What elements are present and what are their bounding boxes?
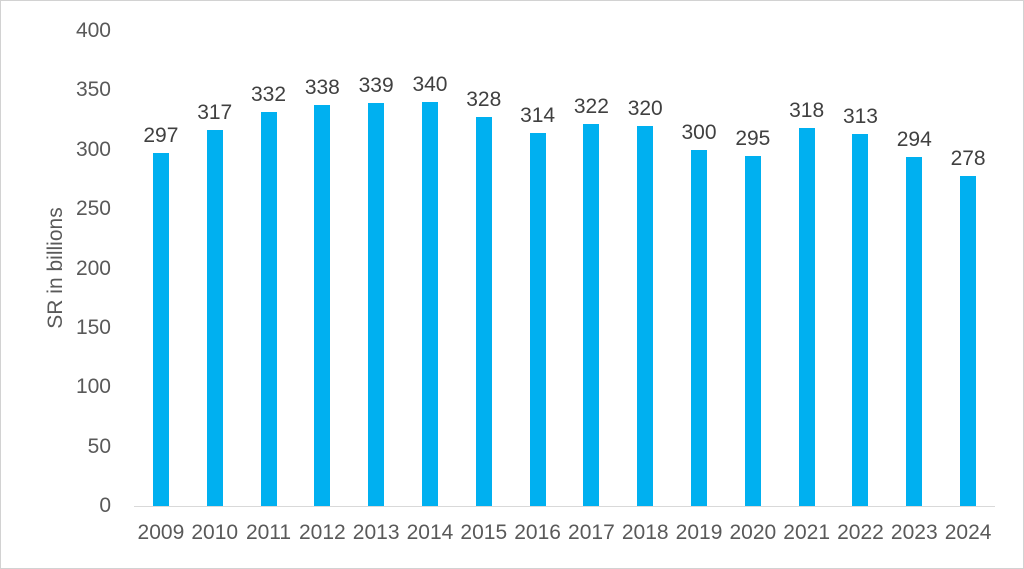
bar-slot: 295 xyxy=(726,31,780,506)
x-tick-label: 2019 xyxy=(675,521,723,544)
bar-value-label: 300 xyxy=(681,120,717,144)
bar-slot: 340 xyxy=(403,31,457,506)
bar-slot: 322 xyxy=(565,31,619,506)
x-tick-label: 2018 xyxy=(621,521,669,544)
bar-value-label: 294 xyxy=(896,127,932,151)
bar-value-label: 320 xyxy=(627,97,663,120)
y-tick-label: 250 xyxy=(75,197,111,221)
x-tick-label: 2015 xyxy=(460,521,508,544)
plot-area: 297 317 332 338 339 340 328 314 322 320 300 295 318 3… xyxy=(134,31,995,506)
bar xyxy=(906,156,923,506)
x-axis-line xyxy=(134,506,995,507)
bar-value-label: 317 xyxy=(197,100,233,124)
bar xyxy=(798,128,815,506)
x-tick-label: 2020 xyxy=(729,521,777,544)
y-tick-label: 150 xyxy=(75,315,111,339)
bar-slot: 328 xyxy=(457,31,511,506)
x-tick-label: 2009 xyxy=(137,521,185,544)
bar xyxy=(691,149,708,506)
bar xyxy=(744,155,761,506)
bar-value-label: 332 xyxy=(251,82,287,106)
x-tick-label: 2014 xyxy=(406,521,454,544)
bar-value-label: 328 xyxy=(466,87,502,111)
bar-value-label: 295 xyxy=(735,126,771,150)
bar-slot: 318 xyxy=(780,31,834,506)
y-tick-label: 300 xyxy=(75,137,111,161)
bar-slot: 339 xyxy=(349,31,403,506)
bar-value-label: 340 xyxy=(412,73,448,97)
x-tick-label: 2016 xyxy=(514,521,561,544)
bar-value-label: 318 xyxy=(789,99,825,123)
bar-value-label: 314 xyxy=(520,104,556,128)
bar-slot: 317 xyxy=(188,31,242,506)
bar-slot: 300 xyxy=(672,31,726,506)
bar xyxy=(260,111,277,506)
bar xyxy=(529,133,546,506)
x-tick-label: 2017 xyxy=(568,521,615,544)
bar xyxy=(314,104,331,506)
bar-slot: 294 xyxy=(887,31,941,506)
bar xyxy=(637,126,654,506)
bar-slot: 338 xyxy=(295,31,349,506)
x-tick-label: 2022 xyxy=(837,521,884,544)
bar-slot: 313 xyxy=(834,31,888,506)
bar xyxy=(960,175,977,506)
bar xyxy=(206,129,223,506)
x-tick-label: 2021 xyxy=(783,521,831,544)
bar-slot: 314 xyxy=(511,31,565,506)
y-tick-label: 50 xyxy=(87,434,111,458)
bar xyxy=(583,123,600,506)
bar-value-label: 313 xyxy=(842,105,878,129)
bar-slot: 320 xyxy=(618,31,672,506)
bar xyxy=(152,153,169,506)
bar xyxy=(368,103,385,506)
y-tick-label: 350 xyxy=(75,78,111,102)
x-tick-label: 2023 xyxy=(890,521,938,544)
bar-slot: 278 xyxy=(941,31,995,506)
bar-value-label: 278 xyxy=(950,146,986,170)
y-tick-label: 400 xyxy=(75,19,111,42)
y-tick-label: 100 xyxy=(75,375,111,399)
x-tick-label: 2013 xyxy=(352,521,400,544)
bar-value-label: 338 xyxy=(304,75,340,99)
bar-slot: 332 xyxy=(242,31,296,506)
bar-value-label: 322 xyxy=(573,94,609,118)
y-tick-label: 0 xyxy=(99,494,111,517)
bar xyxy=(475,116,492,506)
bar-slot: 297 xyxy=(134,31,188,506)
y-tick-label: 200 xyxy=(75,256,111,280)
x-tick-label: 2012 xyxy=(298,521,346,544)
x-tick-label: 2011 xyxy=(245,521,292,544)
bar xyxy=(852,134,869,506)
x-axis: 2009 2010 2011 2012 2013 2014 2015 2016 2017 2018… xyxy=(134,520,995,546)
bar-value-label: 339 xyxy=(358,74,394,98)
bar-value-label: 297 xyxy=(143,124,179,148)
x-tick-label: 2024 xyxy=(944,521,992,544)
bar xyxy=(421,102,438,506)
x-tick-label: 2010 xyxy=(191,521,239,544)
